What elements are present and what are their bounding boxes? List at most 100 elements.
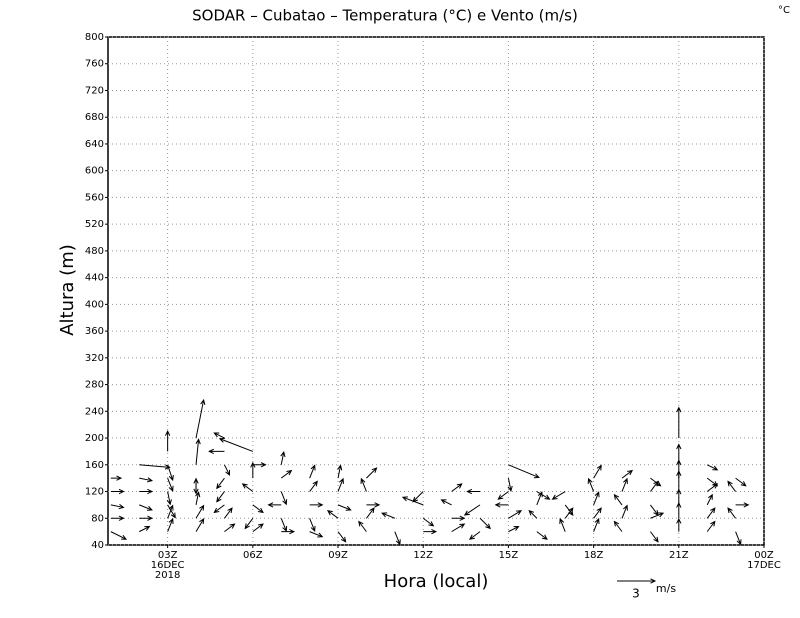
wind-vector [280,491,288,506]
wind-vector [440,499,452,506]
wind-vector [165,430,171,452]
wind-vector [564,504,574,516]
wind-vector [195,504,205,519]
wind-vector [195,398,206,439]
wind-vector [139,464,171,470]
wind-vector [706,477,719,487]
wind-vector [650,512,665,519]
wind-vector [139,504,153,511]
wind-vector [613,493,623,506]
wind-vector [621,504,628,519]
corner-label: °C [778,5,790,16]
wind-vector [706,464,719,471]
wind-vector [110,531,128,540]
wind-vector [451,523,466,533]
wind-vector [281,529,296,535]
wind-vector [466,488,481,495]
wind-vector [593,507,602,519]
y-tick-label: 760 [85,59,104,70]
wind-vector [706,507,716,519]
wind-vector [309,480,318,492]
wind-vector [280,518,288,532]
wind-vector [735,502,750,508]
wind-vector [735,477,747,487]
wind-vector [337,531,347,543]
wind-vector [167,464,174,482]
wind-vector [213,432,225,439]
wind-vector [267,502,282,508]
wind-vector [139,488,154,495]
wind-vector [224,523,236,533]
y-tick-label: 80 [91,513,104,524]
date-label: 16DEC [151,560,185,571]
wind-vector [250,461,256,479]
wind-vector [241,483,254,492]
wind-vector [508,464,540,479]
key-value: 3 [632,587,640,601]
wind-vector [337,464,343,479]
key-arrow [617,578,657,584]
wind-vector [559,517,566,532]
wind-vector [394,531,401,546]
wind-vector [167,504,176,519]
wind-vector [497,491,509,500]
wind-vector [650,477,662,487]
wind-vector [650,504,659,516]
wind-vector [358,520,367,532]
key-unit: m/s [656,582,676,595]
y-tick-label: 440 [85,273,104,284]
wind-vector [195,438,201,465]
wind-vector [110,504,125,510]
wind-vector [587,477,595,492]
y-tick-label: 160 [85,460,104,471]
wind-vector [528,509,538,519]
wind-vector [366,502,381,508]
wind-vector [650,531,659,543]
y-tick-label: 280 [85,380,104,391]
wind-vector [381,512,396,519]
wind-vector [216,491,225,503]
wind-vector [167,477,174,492]
wind-vector [337,477,344,492]
x-tick-label: 18Z [584,550,604,561]
x-tick-label: 21Z [669,550,689,561]
y-tick-label: 560 [85,192,104,203]
wind-vector [412,491,424,503]
wind-vector [621,477,628,492]
wind-vector [366,467,378,479]
wind-vector [110,488,125,495]
x-tick-label: 12Z [413,550,433,561]
y-tick-label: 200 [85,433,104,444]
wind-vector [110,475,123,481]
wind-vector [252,504,264,514]
y-tick-label: 480 [85,246,104,257]
wind-vector [727,507,737,519]
y-tick-label: 320 [85,353,104,364]
x-tick-label: 09Z [328,550,348,561]
wind-vector [706,520,716,532]
wind-vector [337,504,352,511]
y-tick-label: 40 [91,540,104,551]
wind-vector [309,464,316,479]
wind-vector [593,491,600,506]
y-tick-label: 360 [85,326,104,337]
wind-vector [216,477,225,490]
wind-vector [536,531,548,540]
wind-vector [309,531,324,538]
wind-vector [463,504,481,516]
wind-vector [727,480,737,492]
y-tick-label: 800 [85,32,104,43]
wind-vector [479,517,491,530]
wind-vector [167,517,174,532]
x-tick-label: 06Z [243,550,263,561]
x-axis-label: Hora (local) [384,571,489,592]
wind-vector [280,450,286,465]
wind-vector [252,462,267,468]
date-label: 2018 [155,570,180,581]
wind-vector [613,520,623,532]
y-tick-label: 400 [85,299,104,310]
y-tick-label: 240 [85,406,104,417]
wind-vector [423,529,438,535]
